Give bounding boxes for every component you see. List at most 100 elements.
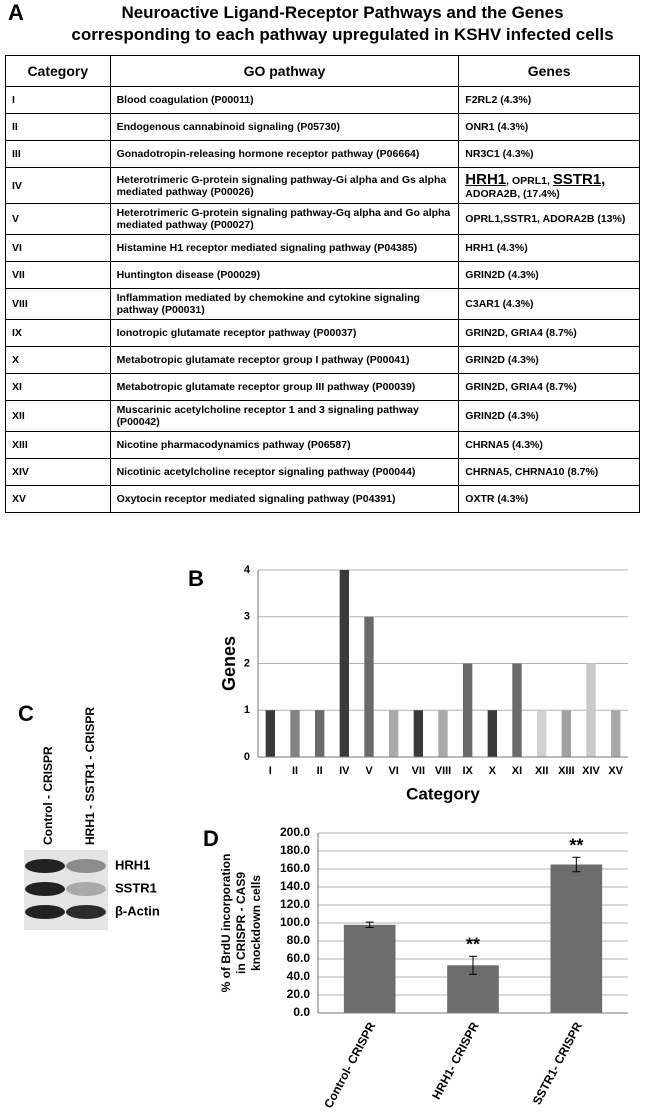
table-cell: GRIN2D, GRIA4 (8.7%) xyxy=(458,373,640,401)
bar xyxy=(388,710,399,757)
table-cell: VI xyxy=(5,234,111,262)
title-line: corresponding to each pathway upregulate… xyxy=(71,25,614,44)
panel-label: D xyxy=(203,826,219,851)
y-tick-label: 20.0 xyxy=(287,987,311,1001)
x-tick-label: SSTR1- CRISPR xyxy=(530,1020,585,1108)
x-tick-label: XV xyxy=(608,765,623,777)
bar xyxy=(314,710,325,757)
table-row: XIV Nicotinic acetylcholine receptor sign… xyxy=(5,458,640,486)
table-cell: I xyxy=(5,86,111,114)
annotation: ** xyxy=(569,835,583,855)
table-row: XV Oxytocin receptor mediated signaling p… xyxy=(5,485,640,513)
blot-band xyxy=(66,859,106,873)
x-tick-label: XI xyxy=(512,765,522,777)
table-cell: Heterotrimeric G-protein signaling pathw… xyxy=(109,167,460,204)
x-tick-label: I xyxy=(269,765,272,777)
table-cell: VII xyxy=(5,261,111,289)
bar xyxy=(487,710,498,757)
y-tick-label: 1 xyxy=(244,704,250,716)
gene-name: , OPRL1, xyxy=(506,175,553,187)
x-tick-label: XIV xyxy=(582,765,600,777)
table-row: VI Histamine H1 receptor mediated signali… xyxy=(5,234,640,262)
table-cell: Nicotine pharmacodynamics pathway (P0658… xyxy=(109,431,460,459)
y-tick-label: 0 xyxy=(244,751,250,763)
table-cell: XIII xyxy=(5,431,111,459)
blot-band xyxy=(66,882,106,896)
panel-label: C xyxy=(18,701,34,726)
title-line: Neuroactive Ligand-Receptor Pathways and… xyxy=(121,3,564,22)
table-cell: Huntington disease (P00029) xyxy=(109,261,460,289)
table-cell: Inflammation mediated by chemokine and c… xyxy=(109,288,460,320)
blot-band xyxy=(25,859,65,873)
y-tick-label: 160.0 xyxy=(280,861,310,875)
table-cell: Histamine H1 receptor mediated signaling… xyxy=(109,234,460,262)
table-cell: VIII xyxy=(5,288,111,320)
x-tick-label: II xyxy=(292,765,298,777)
table-cell: HRH1 (4.3%) xyxy=(458,234,640,262)
column-header: Genes xyxy=(458,55,640,87)
table-cell: XIV xyxy=(5,458,111,486)
bar xyxy=(462,663,473,757)
x-tick-label: VI xyxy=(388,765,398,777)
table-row: IX Ionotropic glutamate receptor pathway … xyxy=(5,319,640,347)
bar xyxy=(364,616,374,757)
table-cell: HRH1, OPRL1, SSTR1, ADORA2B, (17.4%) xyxy=(458,167,640,204)
table-cell: Metabotropic glutamate receptor group I … xyxy=(109,346,460,374)
table-cell: Gonadotropin-releasing hormone receptor … xyxy=(109,140,460,168)
table-cell: III xyxy=(5,140,111,168)
column-header: Category xyxy=(5,55,111,87)
x-tick-label: IV xyxy=(339,765,350,777)
x-tick-label: XIII xyxy=(558,765,575,777)
table-row: I Blood coagulation (P00011) F2RL2 (4.3%) xyxy=(5,86,640,114)
bar xyxy=(512,663,522,757)
y-tick-label: 0.0 xyxy=(293,1005,310,1019)
table-cell: Blood coagulation (P00011) xyxy=(109,86,460,114)
pathway-table: Category GO pathway Genes I Blood coagulatio… xyxy=(5,55,640,513)
y-tick-label: 3 xyxy=(244,611,250,623)
bar xyxy=(290,710,300,757)
y-axis-label: knockdown cells xyxy=(249,875,263,971)
bar xyxy=(343,924,396,1013)
bar xyxy=(586,663,596,757)
table-cell: GRIN2D, GRIA4 (8.7%) xyxy=(458,319,640,347)
y-tick-label: 2 xyxy=(244,657,250,669)
x-tick-label: X xyxy=(489,765,497,777)
bar xyxy=(413,710,424,757)
y-tick-label: 140.0 xyxy=(280,879,310,893)
blot-row-label: HRH1 xyxy=(115,857,150,872)
table-cell: Ionotropic glutamate receptor pathway (P… xyxy=(109,319,460,347)
bar xyxy=(438,710,448,757)
y-tick-label: 100.0 xyxy=(280,915,310,929)
y-axis-label: % of BrdU incorporation xyxy=(219,854,233,993)
table-cell: GRIN2D (4.3%) xyxy=(458,400,640,432)
y-tick-label: 80.0 xyxy=(287,933,311,947)
table-cell: C3AR1 (4.3%) xyxy=(458,288,640,320)
y-tick-label: 120.0 xyxy=(280,897,310,911)
y-axis-label: Genes xyxy=(219,636,239,691)
table-row: VIII Inflammation mediated by chemokine a… xyxy=(5,288,640,320)
blot-row-label: SSTR1 xyxy=(115,880,157,895)
x-tick-label: IX xyxy=(462,765,473,777)
blot-band xyxy=(66,905,106,919)
table-cell: Nicotinic acetylcholine receptor signali… xyxy=(109,458,460,486)
blot-band xyxy=(25,905,65,919)
table-row: II Endogenous cannabinoid signaling (P057… xyxy=(5,113,640,141)
x-axis-label: Category xyxy=(406,784,480,803)
gene-name: SSTR1, xyxy=(552,171,606,188)
table-cell: Oxytocin receptor mediated signaling pat… xyxy=(109,485,460,513)
panel-label: A xyxy=(8,0,24,25)
annotation: ** xyxy=(466,934,480,954)
blot-column-label: HRH1 - SSTR1 - CRISPR xyxy=(83,707,97,845)
y-tick-label: 180.0 xyxy=(280,843,310,857)
x-tick-label: VIII xyxy=(435,765,452,777)
table-row: III Gonadotropin-releasing hormone recept… xyxy=(5,140,640,168)
table-cell: Heterotrimeric G-protein signaling pathw… xyxy=(109,203,460,235)
bar xyxy=(550,864,603,1013)
bar xyxy=(610,710,621,757)
panel-label: B xyxy=(188,566,204,591)
table-row: IV Heterotrimeric G-protein signaling pat… xyxy=(5,167,640,204)
table-cell: F2RL2 (4.3%) xyxy=(458,86,640,114)
gene-name: ADORA2B, (17.4%) xyxy=(465,188,560,200)
table-cell: ONR1 (4.3%) xyxy=(458,113,640,141)
